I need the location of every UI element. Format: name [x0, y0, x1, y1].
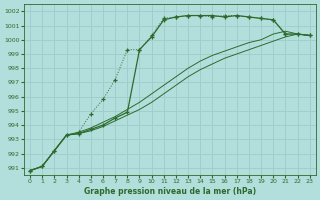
- X-axis label: Graphe pression niveau de la mer (hPa): Graphe pression niveau de la mer (hPa): [84, 187, 256, 196]
